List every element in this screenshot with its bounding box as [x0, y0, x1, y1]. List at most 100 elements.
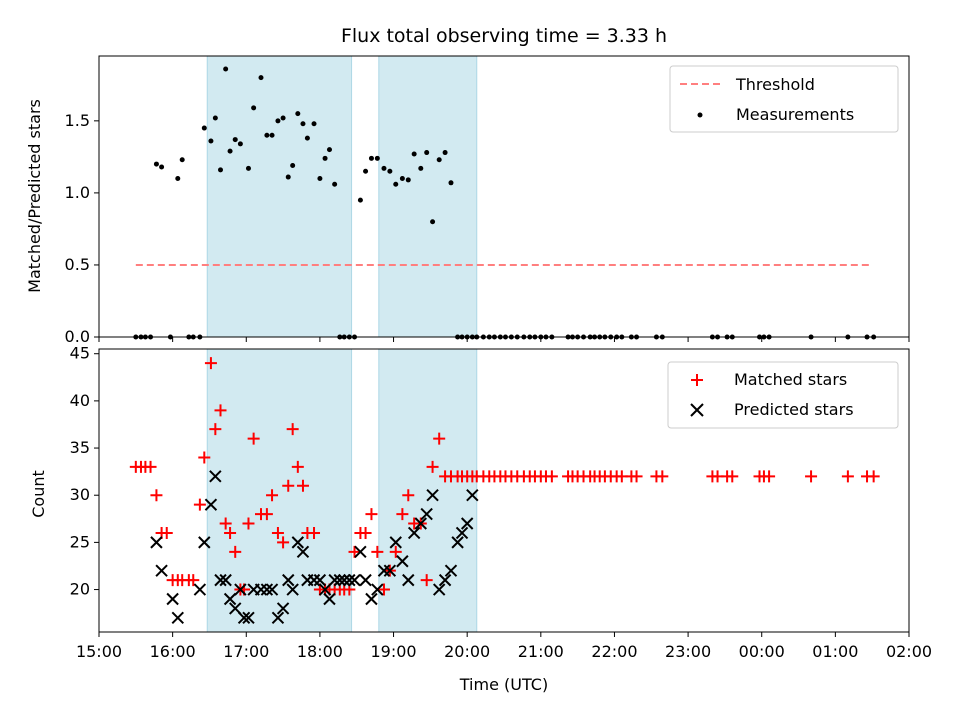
predicted-star-point: [338, 573, 351, 587]
predicted-star-point: [455, 526, 469, 540]
top-ylabel: Matched/Predicted stars: [25, 99, 44, 293]
measurement-point: [179, 157, 185, 163]
measurement-point: [405, 177, 411, 183]
measurement-point: [418, 165, 424, 171]
measurement-point: [430, 219, 436, 225]
measurement-point: [227, 148, 233, 154]
predicted-star-point: [282, 573, 295, 587]
matched-star-point: [867, 470, 880, 483]
matched-star-point: [277, 536, 290, 549]
matched-star-point: [214, 404, 227, 417]
legend-matched-label: Matched stars: [734, 370, 847, 389]
predicted-star-point: [155, 564, 168, 577]
predicted-star-point: [396, 555, 409, 568]
matched-star-point: [219, 517, 232, 530]
measurement-point: [387, 168, 393, 174]
predicted-star-point: [209, 470, 222, 483]
legend-measurements-label: Measurements: [736, 105, 854, 124]
measurement-point: [212, 115, 218, 121]
bottom-xtick-label: 00:00: [739, 642, 785, 661]
predicted-star-point: [371, 583, 384, 596]
matched-star-point: [365, 508, 378, 521]
predicted-star-point: [343, 573, 356, 587]
measurement-point: [357, 197, 363, 203]
predicted-star-point: [383, 564, 397, 577]
matched-star-point: [247, 432, 260, 445]
bottom-xtick-label: 15:00: [76, 642, 122, 661]
measurement-point: [363, 168, 369, 174]
top-ytick-label: 1.5: [65, 111, 90, 130]
matched-star-point: [209, 423, 222, 436]
measurement-point: [280, 115, 286, 121]
measurement-point: [326, 147, 332, 153]
measurement-point: [218, 167, 223, 173]
matched-star-point: [656, 470, 669, 483]
matched-star-point: [545, 470, 558, 483]
matched-star-point: [359, 526, 372, 539]
predicted-star-point: [171, 611, 184, 625]
predicted-star-point: [237, 611, 251, 625]
bottom-axes-frame: [98, 348, 910, 633]
matched-star-point: [242, 517, 255, 530]
predicted-star-point: [254, 583, 268, 596]
predicted-star-point: [193, 583, 207, 596]
predicted-star-point: [214, 573, 227, 587]
predicted-star-point: [150, 536, 163, 549]
matched-star-point: [348, 545, 361, 558]
matched-star-point: [144, 460, 157, 473]
predicted-star-point: [466, 489, 479, 502]
predicted-star-point: [451, 536, 464, 549]
measurement-point: [448, 180, 454, 186]
predicted-star-point: [291, 536, 305, 549]
matched-star-point: [266, 489, 279, 502]
bottom-ytick-label: 45: [70, 344, 90, 363]
matched-star-point: [187, 574, 200, 587]
measurement-point: [411, 151, 417, 157]
predicted-star-point: [166, 592, 179, 606]
matched-star-point: [763, 470, 776, 483]
chart-title: Flux total observing time = 3.33 h: [341, 25, 667, 47]
predicted-star-point: [414, 517, 427, 530]
predicted-star-point: [444, 564, 458, 577]
matched-star-point: [396, 508, 409, 521]
top-shade-1: [378, 55, 478, 338]
top-legend-frame: [669, 65, 899, 133]
bottom-ytick-label: 35: [70, 438, 90, 457]
matched-star-point: [260, 508, 273, 521]
measurement-point: [264, 132, 270, 138]
predicted-star-point: [348, 573, 361, 587]
bottom-xtick-label: 22:00: [591, 642, 637, 661]
matched-star-point: [271, 526, 284, 539]
top-ytick-label: 1.0: [65, 183, 90, 202]
matched-star-point: [150, 489, 163, 502]
matched-star-point: [204, 357, 217, 370]
top-panel: 0.0 0.5 1.0 1.5: [65, 55, 910, 346]
matched-star-point: [224, 526, 237, 539]
bottom-panel: 20 25 30 35 40 45 15:00 16:00 17:00 18:00 19:00 20:…: [70, 344, 932, 661]
bottom-xtick-label: 02:00: [886, 642, 932, 661]
matched-star-point: [229, 545, 242, 558]
measurement-point: [223, 66, 229, 72]
measurement-point: [381, 165, 387, 171]
predicted-star-point: [460, 517, 474, 530]
measurement-point: [258, 75, 264, 81]
matched-star-point: [286, 423, 299, 436]
matched-star-point: [841, 470, 854, 483]
measurement-point: [245, 165, 251, 171]
matched-star-point: [420, 574, 433, 587]
bottom-xlabel: Time (UTC): [459, 675, 548, 694]
measurement-point: [436, 157, 442, 163]
predicted-star-point: [328, 573, 341, 587]
matched-star-point: [296, 479, 309, 492]
measurement-point: [304, 135, 310, 141]
matched-star-point: [282, 479, 295, 492]
predicted-star-point: [318, 583, 332, 596]
measurement-point: [269, 132, 275, 138]
measurement-point: [442, 150, 448, 156]
matched-star-point: [160, 526, 173, 539]
legend-threshold-label: Threshold: [735, 75, 815, 94]
matched-star-point: [433, 432, 446, 445]
matched-star-point: [291, 460, 304, 473]
bottom-xtick-label: 19:00: [370, 642, 416, 661]
matched-star-point: [389, 545, 402, 558]
